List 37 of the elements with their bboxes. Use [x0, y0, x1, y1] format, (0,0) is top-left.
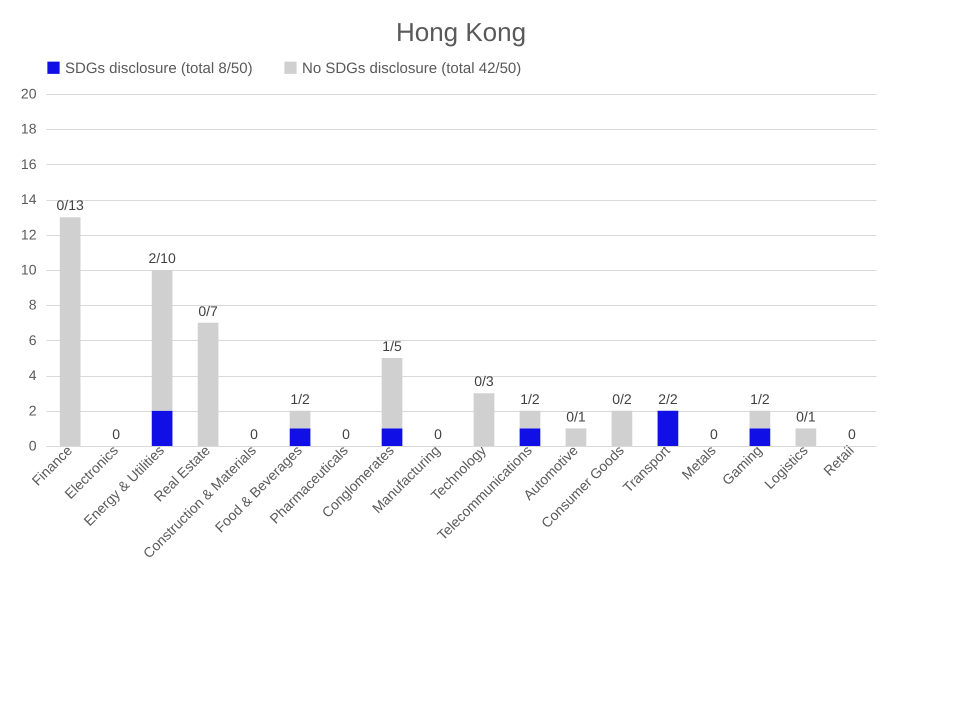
- bar: [290, 428, 310, 446]
- y-tick-label: 6: [28, 332, 37, 348]
- annotation: 0/2: [612, 390, 632, 407]
- bar: [750, 428, 770, 446]
- y-tick-label: 12: [20, 226, 37, 242]
- y-tick-label: 2: [28, 402, 37, 418]
- annotation: 0: [342, 426, 350, 442]
- chart-title: Hong Kong: [396, 17, 526, 47]
- annotation: 1/5: [382, 338, 402, 354]
- bar: [658, 410, 678, 446]
- annotation: 0/7: [198, 302, 218, 319]
- annotation: 0/3: [474, 373, 494, 390]
- y-tick-label: 18: [20, 120, 37, 137]
- annotation: 0: [250, 426, 258, 442]
- annotation: 0/1: [796, 408, 816, 424]
- y-tick-label: 16: [20, 156, 37, 172]
- annotation: 1/2: [520, 390, 540, 407]
- bar: [520, 428, 540, 446]
- annotation: 0/13: [56, 197, 84, 214]
- annotation: 2/10: [148, 250, 176, 266]
- legend-label: No SDGs disclosure (total 42/50): [302, 60, 522, 77]
- bar: [152, 410, 172, 446]
- y-tick-label: 10: [20, 262, 37, 278]
- annotation: 1/2: [290, 390, 310, 407]
- legend-label: SDGs disclosure (total 8/50): [65, 60, 253, 77]
- y-tick-label: 4: [28, 367, 37, 384]
- annotation: 0: [434, 426, 442, 442]
- y-tick-label: 14: [20, 191, 37, 208]
- y-tick-label: 20: [20, 86, 37, 102]
- annotation: 0: [112, 426, 120, 442]
- bar: [382, 428, 402, 446]
- annotation: 0: [848, 426, 856, 442]
- annotation: 1/2: [750, 390, 770, 407]
- annotation: 0: [710, 426, 718, 442]
- annotation: 0/1: [566, 408, 586, 424]
- y-tick-label: 8: [28, 296, 37, 313]
- annotation: 2/2: [658, 390, 678, 407]
